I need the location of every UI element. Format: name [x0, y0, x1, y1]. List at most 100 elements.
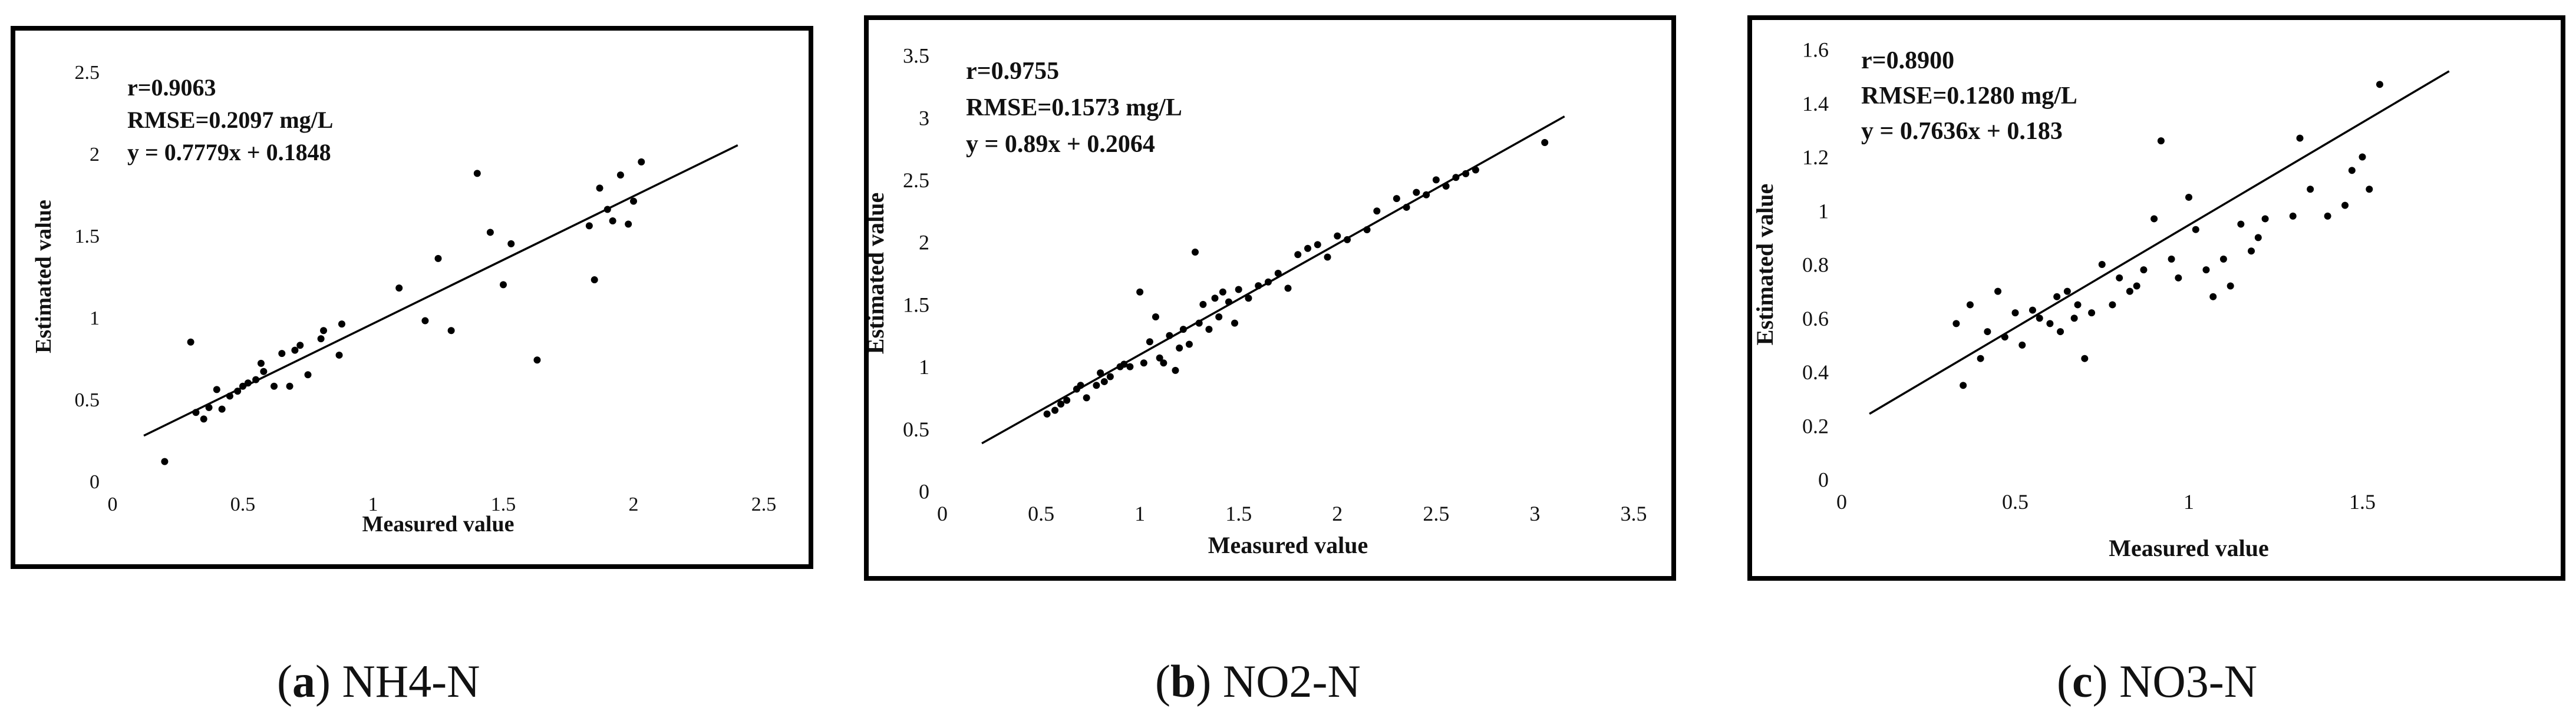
- data-point: [1120, 360, 1128, 368]
- data-point: [1166, 332, 1173, 339]
- x-tick-label: 1: [2184, 490, 2194, 514]
- y-tick-label: 0.4: [1802, 360, 1829, 384]
- data-point: [1195, 319, 1203, 327]
- regression-line: [1869, 70, 2450, 415]
- y-tick-label: 0: [1818, 468, 1829, 492]
- data-point: [239, 382, 246, 390]
- data-point: [161, 458, 169, 465]
- data-point: [2057, 328, 2064, 336]
- data-point: [2366, 186, 2373, 193]
- data-point: [286, 382, 293, 390]
- data-point: [2011, 309, 2019, 317]
- caption-no3n: (c) NO3-N: [2057, 656, 2258, 707]
- data-point: [533, 356, 541, 364]
- data-point: [1984, 328, 1991, 336]
- data-point: [1106, 373, 1114, 380]
- x-axis-label: Measured value: [2109, 535, 2268, 561]
- data-point: [1172, 366, 1179, 374]
- data-point: [591, 276, 598, 284]
- y-tick-label: 0.5: [75, 389, 100, 411]
- data-point: [226, 392, 233, 400]
- data-point: [2036, 315, 2043, 322]
- data-point: [2254, 234, 2262, 241]
- data-point: [1423, 191, 1430, 198]
- data-point: [1191, 249, 1199, 256]
- y-tick-label: 1.2: [1802, 145, 1829, 169]
- x-tick-label: 0: [937, 502, 948, 525]
- data-point: [2018, 341, 2026, 349]
- data-point: [1393, 195, 1400, 203]
- data-point: [1452, 174, 1460, 181]
- caption-name: NH4-N: [342, 656, 480, 707]
- data-point: [1344, 236, 1351, 243]
- data-point: [187, 338, 194, 346]
- data-point: [1432, 176, 1440, 184]
- data-point: [2348, 167, 2356, 174]
- data-point: [2175, 274, 2182, 282]
- data-point: [2074, 301, 2082, 309]
- data-point: [1077, 382, 1084, 389]
- data-point: [304, 371, 312, 379]
- data-point: [1140, 359, 1147, 367]
- data-point: [1215, 313, 1223, 320]
- annotation-text: y = 0.7779x + 0.1848: [127, 139, 331, 166]
- data-point: [2133, 282, 2140, 290]
- data-point: [2359, 153, 2366, 161]
- data-point: [2192, 226, 2199, 233]
- data-point: [2376, 81, 2383, 88]
- data-point: [1294, 251, 1302, 259]
- data-point: [2140, 266, 2148, 274]
- data-point: [2202, 266, 2210, 274]
- caption-letter: a: [292, 656, 315, 707]
- annotation-text: r=0.8900: [1861, 47, 1954, 74]
- data-point: [2029, 306, 2036, 314]
- data-point: [1960, 382, 1967, 389]
- x-tick-label: 1.5: [491, 494, 516, 515]
- data-point: [271, 382, 278, 390]
- data-point: [1255, 282, 1262, 290]
- y-tick-label: 1: [90, 307, 100, 329]
- data-point: [2341, 201, 2349, 209]
- x-axis-label: Measured value: [1208, 532, 1368, 558]
- data-point: [2088, 309, 2096, 317]
- data-point: [2116, 274, 2123, 282]
- data-point: [1097, 369, 1104, 377]
- annotation-text: RMSE=0.2097 mg/L: [127, 107, 333, 133]
- chart-panel-no3n: 0 0.5 1 1.5 0 0.2 0.4 0.6 0.8 1 1.2 1.4 1.6 Measured …: [1747, 15, 2565, 581]
- data-point: [1403, 203, 1410, 211]
- y-tick-label: 0.6: [1802, 307, 1829, 330]
- data-point: [1051, 406, 1059, 414]
- data-point: [609, 217, 616, 224]
- data-point: [2307, 186, 2314, 193]
- data-point: [2070, 315, 2078, 322]
- data-point: [278, 350, 286, 358]
- data-point: [2296, 134, 2304, 142]
- data-point: [1363, 226, 1371, 233]
- data-point: [1994, 287, 2002, 295]
- x-tick-label: 1: [368, 494, 378, 515]
- data-point: [507, 240, 515, 247]
- data-point: [603, 206, 611, 213]
- x-tick-label: 0.5: [2002, 490, 2029, 514]
- data-point: [1284, 284, 1292, 292]
- data-point: [192, 409, 200, 416]
- x-tick-label: 1: [1134, 502, 1145, 525]
- data-point: [1231, 319, 1239, 327]
- y-tick-label: 0: [919, 480, 929, 504]
- data-point: [320, 327, 328, 335]
- y-tick-label: 1.4: [1802, 92, 1829, 115]
- data-point: [2227, 282, 2234, 290]
- data-point: [1472, 166, 1479, 174]
- data-point: [1245, 294, 1252, 302]
- x-tick-label: 0.5: [230, 494, 256, 515]
- caption-letter: b: [1170, 656, 1196, 707]
- data-point: [2168, 255, 2175, 263]
- data-point: [2324, 212, 2331, 220]
- data-point: [291, 346, 299, 354]
- scatter-plot-no3n: 0 0.5 1 1.5 0 0.2 0.4 0.6 0.8 1 1.2 1.4 1.6 Measured …: [1752, 38, 2450, 561]
- data-point: [1977, 355, 1984, 362]
- data-point: [1235, 286, 1242, 293]
- data-point: [252, 376, 260, 383]
- data-point: [1146, 338, 1153, 346]
- data-point: [1136, 288, 1144, 296]
